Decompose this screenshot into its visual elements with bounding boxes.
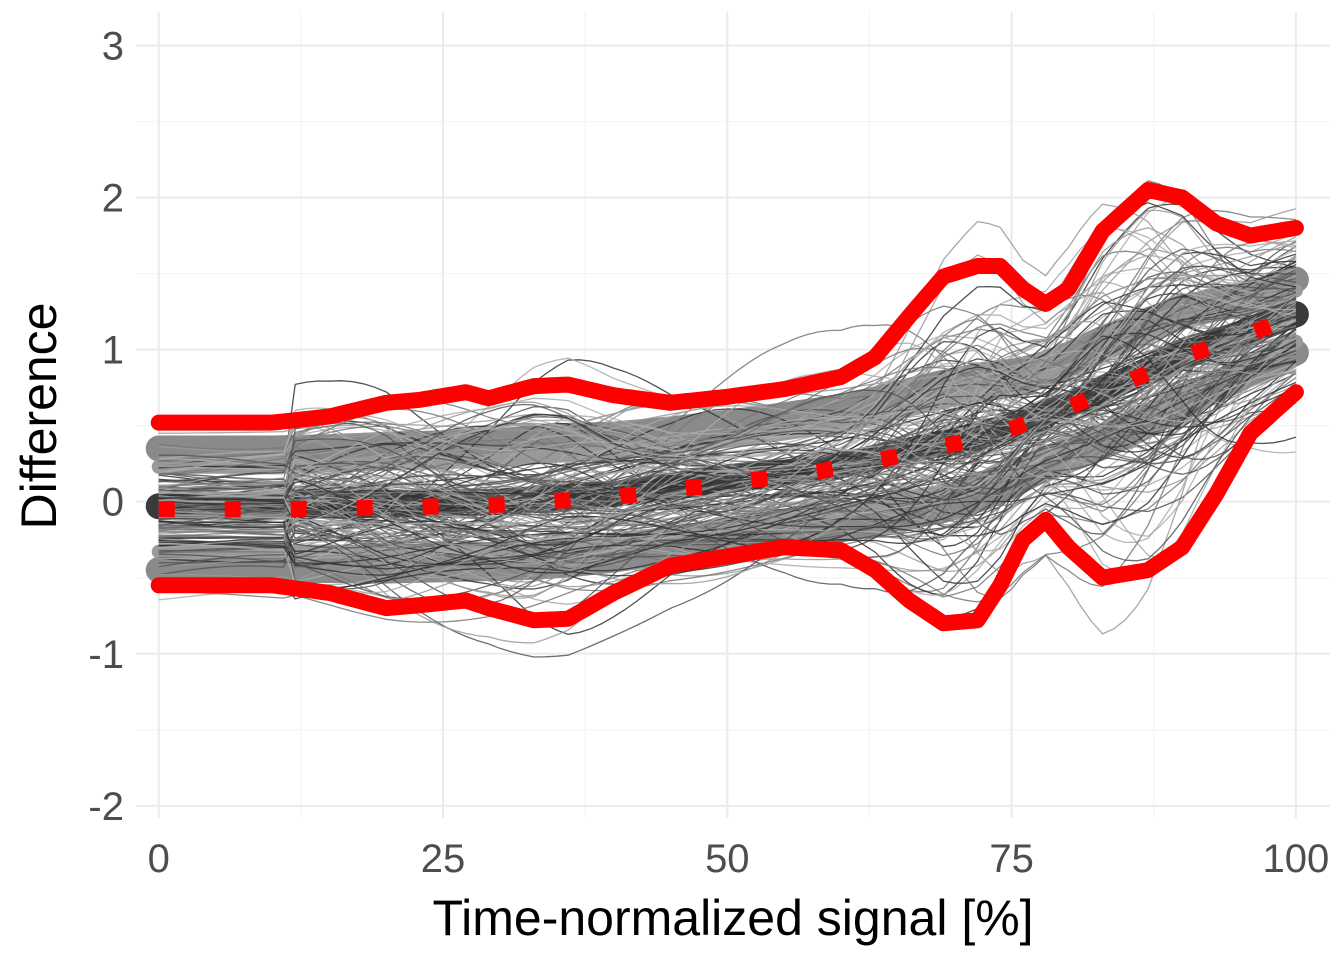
simulated-curve [158,298,1297,492]
simulated-curve [158,203,1296,572]
simulated-curve [158,253,1297,574]
simulated-curve [158,265,1296,514]
simulated-curve [158,321,1297,513]
simulated-curve [158,360,1297,547]
x-tick-label: 100 [1263,837,1330,881]
simulated-curve [158,268,1296,490]
x-tick-label: 50 [705,837,750,881]
simulated-curve [158,249,1297,489]
simulated-curve [158,261,1297,501]
y-axis-ticks: -2 -1 0 1 2 3 [88,24,124,828]
simulated-curve [158,332,1297,538]
simulated-curve [158,236,1297,469]
y-axis-title: Difference [11,303,67,530]
simulated-curve [158,302,1297,527]
simulated-curve [158,225,1296,567]
simulated-curve [158,227,1297,579]
simulated-curve [158,328,1297,555]
y-tick-label: 1 [102,329,124,373]
simulated-curve [158,210,1296,507]
y-tick-label: 3 [102,24,124,68]
simulated-curve [158,254,1297,644]
simulated-curve [158,220,1297,599]
simulated-curve [158,335,1297,600]
y-tick-label: 2 [102,177,124,221]
simulated-curve [158,272,1297,540]
simulated-curve [158,348,1297,546]
simulated-curve [158,332,1297,555]
simulated-curve [158,372,1297,658]
simulated-curve [158,335,1297,515]
simulated-curve [158,251,1296,567]
simulated-curve [158,283,1296,480]
simulated-curve [158,336,1297,548]
simulated-curve [158,386,1297,572]
simulated-curve [158,292,1296,524]
x-tick-label: 25 [421,837,466,881]
series-layer [150,181,1304,632]
simulated-curve [158,301,1297,483]
simulated-curve [158,312,1297,549]
y-tick-label: -1 [88,633,124,677]
simulated-curve [158,341,1297,529]
x-axis-ticks: 0 25 50 75 100 [148,837,1330,881]
simulated-curve [158,319,1297,525]
simulated-curve [158,321,1297,537]
simulated-curve [158,336,1296,559]
lower-bound-line [150,384,1304,632]
simulated-curve [158,326,1297,576]
simulated-curve [158,293,1297,505]
x-tick-label: 75 [989,837,1034,881]
simulated-curve [158,268,1297,497]
y-tick-label: 0 [102,481,124,525]
simulated-curve [158,323,1297,596]
y-tick-label: -2 [88,785,124,829]
simulated-curve [158,325,1297,539]
upper-bound-line [150,181,1304,431]
x-axis-title: Time-normalized signal [%] [432,890,1033,946]
simulated-curve [158,300,1297,538]
simulated-curve [158,361,1297,502]
simulated-curve [158,395,1297,608]
x-tick-label: 0 [148,837,170,881]
